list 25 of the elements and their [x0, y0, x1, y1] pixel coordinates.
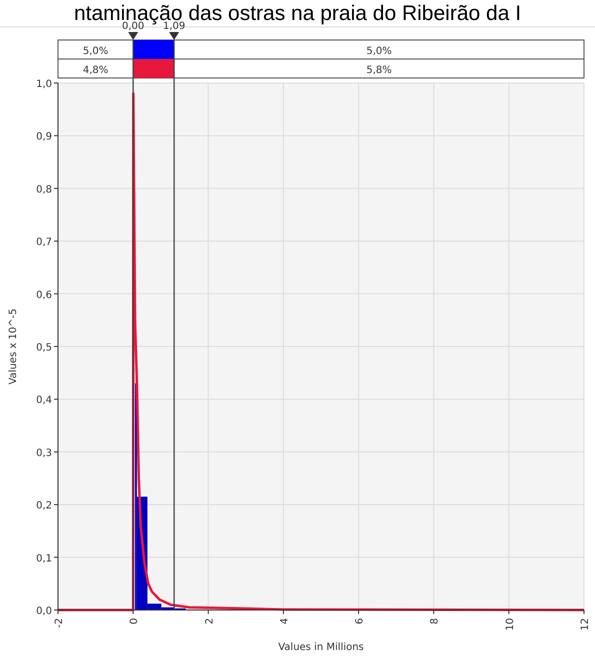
text: 5,0%: [366, 46, 392, 57]
y-tick-label: 0,5: [36, 342, 52, 354]
y-tick-label: 0,4: [36, 395, 52, 406]
x-tick-label: 10: [504, 618, 516, 631]
x-tick-label: 8: [430, 618, 441, 624]
y-tick-label: 0,6: [36, 290, 52, 301]
y-tick-label: 0,3: [36, 448, 52, 459]
y-tick-label: 0,1: [36, 553, 52, 564]
x-tick-label: 0: [129, 618, 140, 624]
x-tick-label: 4: [279, 618, 290, 624]
y-tick-label: 0,9: [36, 132, 52, 143]
x-tick-label: 2: [204, 618, 216, 624]
y-tick-label: 1,0: [36, 79, 52, 90]
y-tick-label: 0,0: [36, 606, 52, 617]
x-tick-label: 12: [580, 618, 591, 631]
y-tick-label: 0,2: [36, 500, 52, 512]
text: 5,8%: [366, 65, 392, 76]
text: 5,0%: [82, 46, 108, 57]
x-tick-label: 6: [354, 618, 366, 624]
y-tick-label: 0,8: [36, 184, 52, 196]
x-axis-title: Values in Millions: [278, 642, 364, 653]
x-tick-label: -2: [54, 618, 65, 628]
y-tick-label: 0,7: [36, 237, 52, 248]
text: 4,8%: [82, 65, 108, 76]
y-axis-title: Values x 10^-5: [8, 308, 19, 385]
